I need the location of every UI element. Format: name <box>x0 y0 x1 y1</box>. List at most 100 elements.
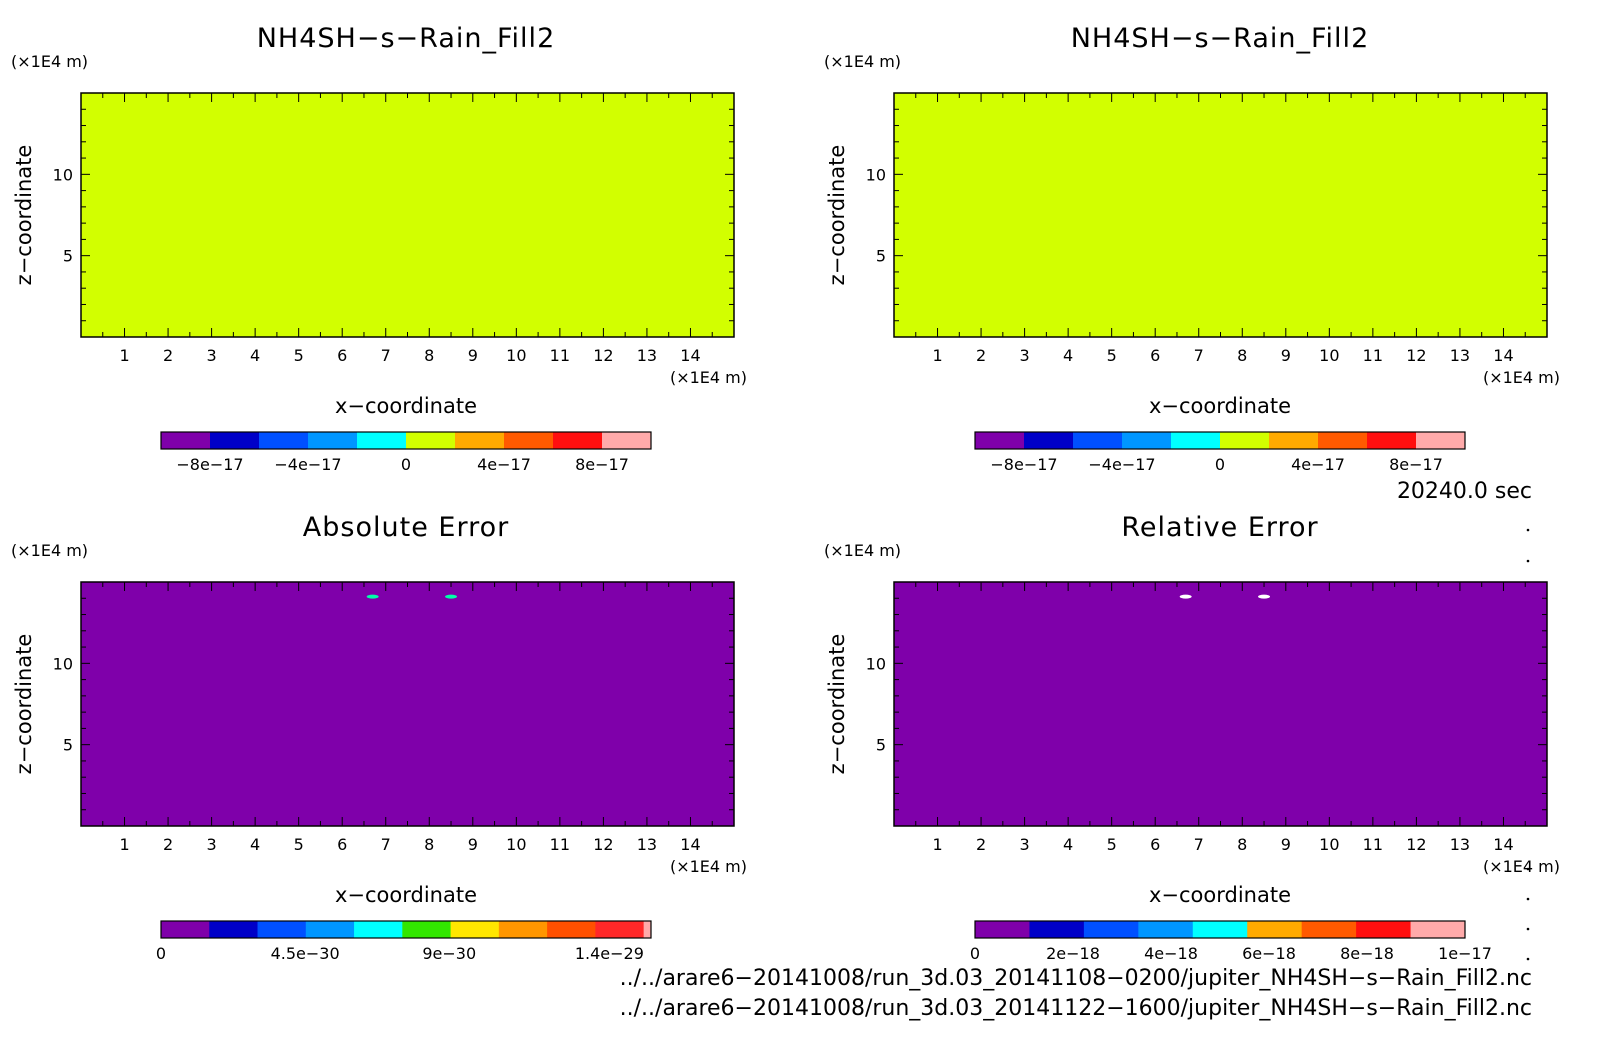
x-tick-label: 11 <box>1363 346 1383 365</box>
x-tick-label: 2 <box>163 346 173 365</box>
colorbar-swatch <box>161 432 211 449</box>
x-tick-label: 5 <box>294 346 304 365</box>
colorbar-label: 6e−18 <box>1242 944 1296 963</box>
colorbar-swatch <box>354 921 403 938</box>
colorbar-swatch <box>1410 921 1466 938</box>
colorbar-label: −4e−17 <box>1088 455 1155 474</box>
x-tick-label: 1 <box>119 346 129 365</box>
x-tick-label: 2 <box>976 346 986 365</box>
y-tick-label: 5 <box>876 247 886 266</box>
file-path-2: ../../arare6−20141008/run_3d.03_20141122… <box>620 996 1532 1021</box>
x-tick-label: 2 <box>976 835 986 854</box>
x-tick-label: 9 <box>1281 835 1291 854</box>
colorbar-swatch <box>1269 432 1319 449</box>
x-tick-label: 10 <box>506 346 526 365</box>
colorbar-swatch <box>450 921 500 938</box>
colorbar-label: 2e−18 <box>1046 944 1100 963</box>
x-unit-label: (×1E4 m) <box>1483 368 1560 387</box>
x-tick-label: 5 <box>294 835 304 854</box>
x-tick-label: 10 <box>1319 835 1339 854</box>
colorbar-label: 9e−30 <box>422 944 476 963</box>
colorbar-swatch <box>1416 432 1466 449</box>
colorbar-label: 1e−17 <box>1438 944 1492 963</box>
x-tick-label: 11 <box>550 835 570 854</box>
file-path-1: ../../arare6−20141008/run_3d.03_20141108… <box>620 966 1532 991</box>
y-tick-label: 10 <box>866 165 886 184</box>
colorbar-swatch <box>455 432 505 449</box>
x-tick-label: 13 <box>1450 346 1470 365</box>
colorbar-frame <box>974 431 1466 450</box>
y-tick-label: 5 <box>876 736 886 755</box>
y-unit-label: (×1E4 m) <box>824 52 901 71</box>
colorbar-label: 4e−17 <box>477 455 531 474</box>
colorbar-label: 0 <box>156 944 166 963</box>
x-tick-label: 12 <box>593 835 613 854</box>
y-tick-label: 10 <box>53 654 73 673</box>
x-tick-label: 5 <box>1107 346 1117 365</box>
colorbar: −8e−17 −4e−17 0 4e−17 8e−17 <box>974 431 1466 474</box>
field-fill <box>81 582 734 826</box>
colorbar-label: 8e−17 <box>575 455 629 474</box>
x-axis-label: x−coordinate <box>1149 883 1291 907</box>
x-tick-label: 14 <box>680 346 700 365</box>
colorbar-label: −8e−17 <box>990 455 1057 474</box>
x-tick-label: 7 <box>1194 835 1204 854</box>
colorbar-swatch <box>308 432 358 449</box>
colorbar-swatch <box>210 432 260 449</box>
x-unit-label: (×1E4 m) <box>670 857 747 876</box>
x-tick-label: 6 <box>337 346 347 365</box>
x-tick-label: 3 <box>1020 346 1030 365</box>
x-tick-label: 9 <box>468 346 478 365</box>
colorbar-swatch <box>1171 432 1221 449</box>
colorbar-label: 8e−17 <box>1389 455 1443 474</box>
x-tick-label: 2 <box>163 835 173 854</box>
x-tick-label: 11 <box>1363 835 1383 854</box>
field-fill <box>894 93 1547 337</box>
x-tick-label: 13 <box>637 835 657 854</box>
panel-title: NH4SH−s−Rain_Fill2 <box>257 23 556 54</box>
x-tick-label: 8 <box>424 346 434 365</box>
colorbar: 0 2e−18 4e−18 6e−18 8e−18 1e−17 <box>970 920 1492 963</box>
x-tick-label: 13 <box>1450 835 1470 854</box>
x-unit-label: (×1E4 m) <box>1483 857 1560 876</box>
colorbar-label: 8e−18 <box>1340 944 1394 963</box>
colorbar-swatch <box>1138 921 1194 938</box>
x-tick-label: 12 <box>1406 835 1426 854</box>
panel-1: NH4SH−s−Rain_Fill2(×1E4 m)1 2 3 4 5 6 7 8 9 10 11 1… <box>11 23 747 474</box>
colorbar-label: 4.5e−30 <box>271 944 340 963</box>
x-tick-label: 4 <box>250 835 260 854</box>
x-tick-label: 6 <box>337 835 347 854</box>
x-tick-label: 7 <box>381 835 391 854</box>
y-axis-label: z−coordinate <box>12 145 36 286</box>
time-label: 20240.0 sec <box>1397 479 1532 504</box>
x-tick-label: 14 <box>1493 346 1513 365</box>
x-tick-label: 4 <box>250 346 260 365</box>
colorbar-swatch <box>1073 432 1123 449</box>
y-unit-label: (×1E4 m) <box>824 541 901 560</box>
x-tick-label: 4 <box>1063 835 1073 854</box>
colorbar-swatch <box>161 921 210 938</box>
field-hotspot <box>445 594 458 599</box>
colorbar-swatch <box>209 921 259 938</box>
colorbar-label: 0 <box>970 944 980 963</box>
field-hotspot <box>1258 594 1271 599</box>
colorbar-label: 1.4e−29 <box>575 944 644 963</box>
colorbar-label: 0 <box>1215 455 1225 474</box>
y-axis-label: z−coordinate <box>825 634 849 775</box>
colorbar-label: 0 <box>401 455 411 474</box>
colorbar-label: 4e−18 <box>1144 944 1198 963</box>
panels: NH4SH−s−Rain_Fill2(×1E4 m)1 2 3 4 5 6 7 8 9 10 11 1… <box>11 23 1560 963</box>
y-unit-label: (×1E4 m) <box>11 52 88 71</box>
colorbar-frame <box>160 920 652 939</box>
colorbar-swatch <box>1029 921 1085 938</box>
x-tick-label: 3 <box>207 346 217 365</box>
colorbar-frame <box>160 431 652 450</box>
x-tick-label: 10 <box>506 835 526 854</box>
x-tick-label: 1 <box>119 835 129 854</box>
colorbar-label: −4e−17 <box>274 455 341 474</box>
colorbar-swatch <box>406 432 456 449</box>
colorbar-label: −8e−17 <box>176 455 243 474</box>
colorbar-swatch <box>1367 432 1417 449</box>
x-tick-label: 8 <box>424 835 434 854</box>
